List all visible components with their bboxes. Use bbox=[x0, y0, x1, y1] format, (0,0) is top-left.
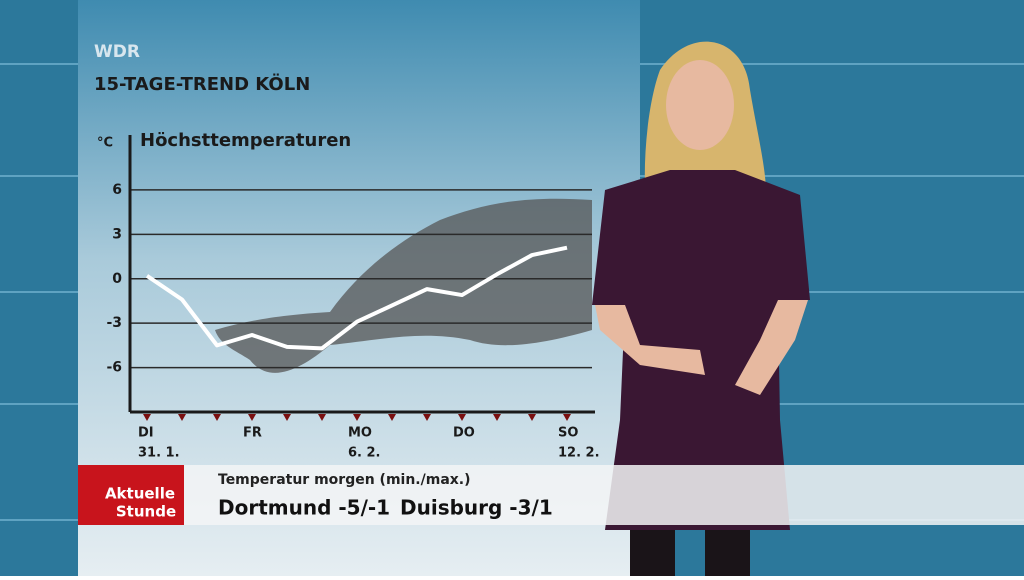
x-tick bbox=[143, 414, 151, 421]
x-tick bbox=[353, 414, 361, 421]
x-tick-label: SO bbox=[558, 426, 578, 441]
x-tick-label: DI bbox=[138, 426, 154, 441]
x-tick bbox=[213, 414, 221, 421]
x-date-label: 12. 2. bbox=[558, 446, 600, 461]
x-tick bbox=[388, 414, 396, 421]
ticker-label: Temperatur morgen (min./max.) bbox=[218, 472, 471, 488]
y-tick-label: 6 bbox=[112, 182, 122, 198]
ticker-item: Dortmund -5/-1 bbox=[218, 496, 390, 520]
chart-title: Höchsttemperaturen bbox=[140, 130, 351, 151]
ticker-item: Duisburg -3/1 bbox=[400, 496, 553, 520]
x-tick bbox=[178, 414, 186, 421]
x-tick bbox=[248, 414, 256, 421]
x-tick bbox=[423, 414, 431, 421]
brand: Stunde bbox=[116, 503, 176, 521]
x-tick-label: MO bbox=[348, 426, 372, 441]
board-title: 15-TAGE-TREND KÖLN bbox=[94, 73, 310, 95]
y-tick-label: 0 bbox=[112, 271, 122, 287]
y-unit: °C bbox=[97, 136, 113, 151]
y-tick-label: -3 bbox=[106, 315, 122, 331]
presenter bbox=[592, 41, 810, 576]
x-date-label: 6. 2. bbox=[348, 446, 381, 461]
spread-band bbox=[215, 198, 592, 373]
y-tick-label: -6 bbox=[106, 360, 122, 376]
chart: -6 -3 0 3 6 DI 31. 1. FR MO 6. 2. DO SO 12. 2. bbox=[106, 135, 600, 461]
logo: WDR bbox=[94, 42, 140, 62]
y-tick-label: 3 bbox=[112, 226, 122, 242]
x-tick-label: DO bbox=[453, 426, 475, 441]
x-tick bbox=[528, 414, 536, 421]
x-date-label: 31. 1. bbox=[138, 446, 180, 461]
line bbox=[145, 245, 568, 351]
x-tick bbox=[458, 414, 466, 421]
brand: Aktuelle bbox=[105, 485, 175, 503]
x-tick bbox=[493, 414, 501, 421]
brand-box bbox=[78, 465, 184, 525]
x-tick-label: FR bbox=[243, 426, 262, 441]
x-tick bbox=[283, 414, 291, 421]
x-tick bbox=[563, 414, 571, 421]
x-tick bbox=[318, 414, 326, 421]
ticker-band bbox=[78, 465, 1024, 525]
